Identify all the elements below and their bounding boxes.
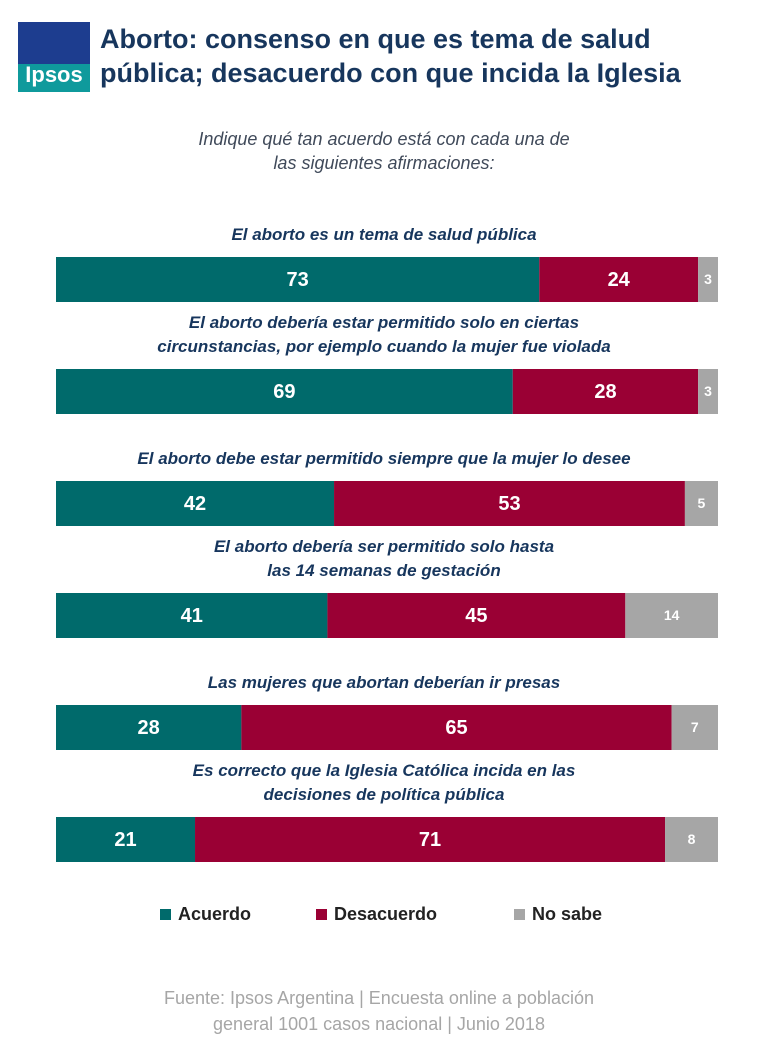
value-label: 8 [688,831,696,847]
category-label: El aborto debe estar permitido siempre q… [137,449,631,468]
value-label: 7 [691,719,699,735]
bar-segment [56,593,328,638]
value-label: 41 [181,605,203,627]
bar-segment [665,817,718,862]
chart-title: Aborto: consenso en que es tema de salud… [100,24,681,88]
bar-segment [327,593,626,638]
legend-swatch [316,909,327,920]
bar-segment [671,705,718,750]
value-label: 24 [608,269,631,291]
bar-segment [539,257,699,302]
bar-segment [512,369,699,414]
bar-segment [684,481,718,526]
value-label: 21 [114,829,136,851]
value-label: 65 [445,717,467,739]
category-label: El aborto es un tema de salud pública [231,225,537,244]
legend-swatch [514,909,525,920]
bar-segment [195,817,666,862]
bar-segment [334,481,685,526]
value-label: 3 [704,271,712,287]
bar-segment [241,705,672,750]
value-label: 14 [664,607,680,623]
value-label: 42 [184,493,206,515]
category-label: Las mujeres que abortan deberían ir pres… [207,673,561,692]
value-label: 73 [287,269,309,291]
legend-label: Acuerdo [178,904,251,924]
bar-segment [56,705,242,750]
logo-text: Ipsos [25,62,83,87]
source-note: Fuente: Ipsos Argentina | Encuesta onlin… [164,988,594,1034]
bar-segment [698,369,718,414]
bar-segment [56,481,335,526]
legend-label: Desacuerdo [334,904,437,924]
value-label: 53 [498,493,520,515]
value-label: 71 [419,829,441,851]
value-label: 69 [273,381,295,403]
logo-emblem [18,22,90,64]
value-label: 28 [594,381,616,403]
value-label: 28 [138,717,160,739]
chart-subtitle: Indique qué tan acuerdo está con cada un… [198,129,570,173]
value-label: 5 [698,495,706,511]
value-label: 3 [704,383,712,399]
category-label: Es correcto que la Iglesia Católica inci… [192,761,576,804]
bar-segment [56,369,513,414]
bar-segment [56,817,196,862]
legend-swatch [160,909,171,920]
category-label: El aborto debería ser permitido solo has… [213,537,555,580]
bar-segment [698,257,718,302]
category-label: El aborto debería estar permitido solo e… [157,313,611,356]
bar-segment [625,593,718,638]
value-label: 45 [465,605,487,627]
legend-label: No sabe [532,904,602,924]
bar-segment [56,257,540,302]
